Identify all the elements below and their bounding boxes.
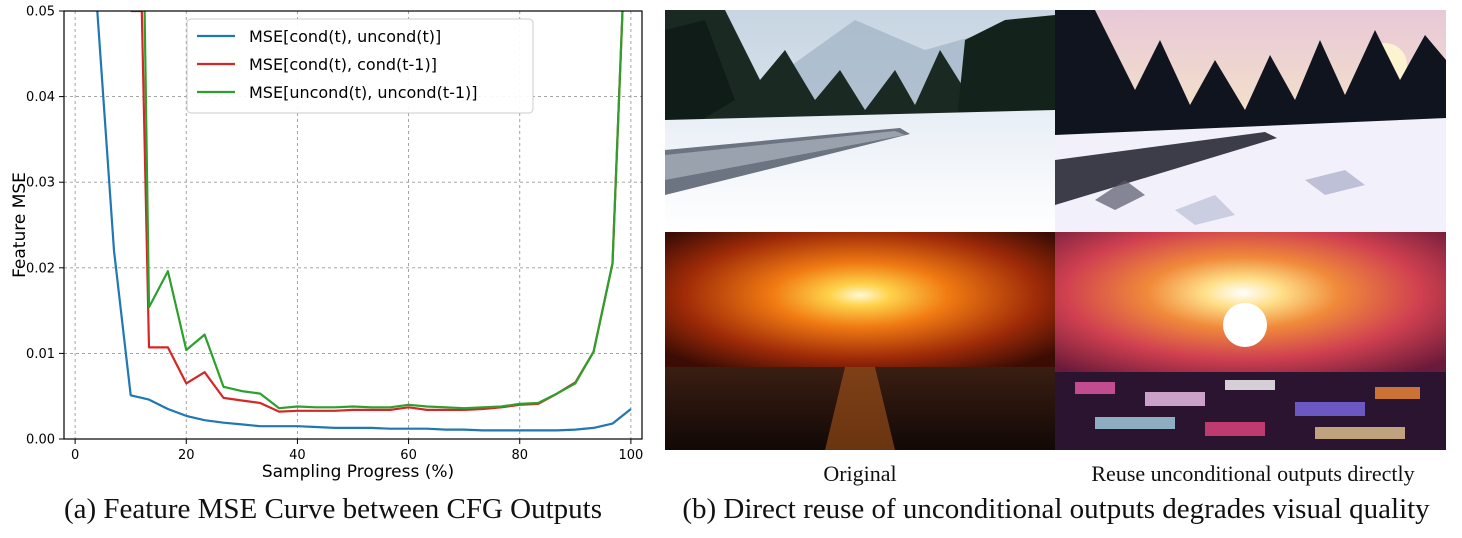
x-axis-label: Sampling Progress (%) xyxy=(262,462,454,482)
original-image-label: Original xyxy=(823,461,897,486)
sunset-original-image xyxy=(665,232,1055,450)
x-tick-label: 100 xyxy=(618,448,643,463)
y-tick-label: 0.00 xyxy=(26,433,55,448)
y-tick-label: 0.02 xyxy=(26,261,55,276)
y-tick-label: 0.04 xyxy=(26,90,55,105)
series-line-1 xyxy=(96,11,632,432)
snow-road-original-image xyxy=(665,10,1055,232)
x-tick-label: 20 xyxy=(178,448,195,463)
legend: MSE[cond(t), uncond(t)] MSE[cond(t), con… xyxy=(186,18,534,114)
legend-entry-3: MSE[uncond(t), uncond(t-1)] xyxy=(249,83,478,102)
right-caption: (b) Direct reuse of unconditional output… xyxy=(682,493,1430,525)
series-lines xyxy=(96,11,632,432)
x-tick-label: 80 xyxy=(511,448,528,463)
legend-entry-1: MSE[cond(t), uncond(t)] xyxy=(249,27,441,46)
y-tick-label: 0.03 xyxy=(26,176,55,191)
x-tick-label: 40 xyxy=(289,448,306,463)
series-line-3 xyxy=(143,11,624,410)
y-axis-label: Feature MSE xyxy=(10,172,30,278)
y-tick-label: 0.05 xyxy=(26,5,55,20)
legend-entry-2: MSE[cond(t), cond(t-1)] xyxy=(249,55,437,74)
sunset-reused-image xyxy=(1055,232,1446,450)
feature-mse-chart: 0 20 40 60 80 100 0.00 0.01 0.02 0.03 0.04 0.05 Sam… xyxy=(10,5,643,483)
x-tick-label: 0 xyxy=(71,448,79,463)
snow-road-reused-image xyxy=(1055,10,1446,232)
axis-ticks: 0 20 40 60 80 100 0.00 0.01 0.02 0.03 0.04 0.05 xyxy=(26,5,643,464)
y-tick-label: 0.01 xyxy=(26,347,55,362)
reuse-image-label: Reuse unconditional outputs directly xyxy=(1091,461,1415,486)
left-caption: (a) Feature MSE Curve between CFG Output… xyxy=(63,493,603,525)
plot-frame xyxy=(63,10,643,440)
legend-box xyxy=(186,18,534,114)
x-tick-label: 60 xyxy=(400,448,417,463)
